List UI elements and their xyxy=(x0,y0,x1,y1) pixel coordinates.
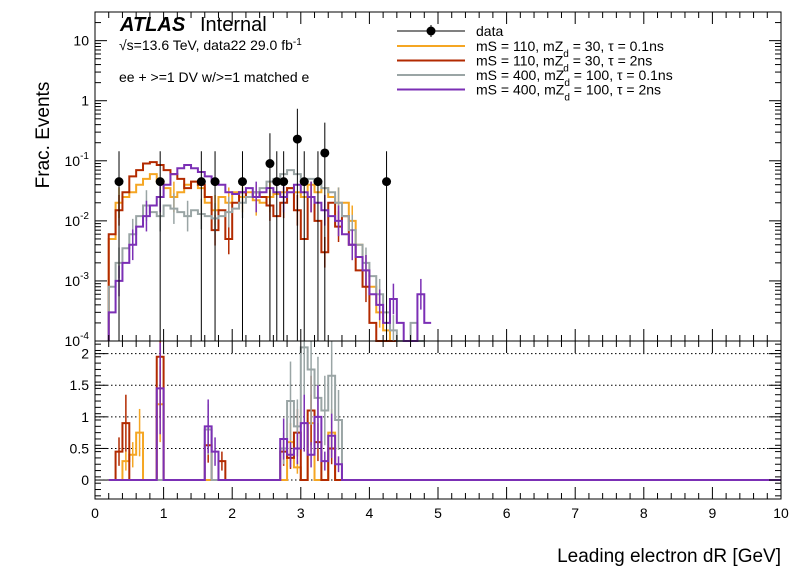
x-tick-label-9: 9 xyxy=(709,505,717,521)
ratio-y-tick-label-3: 1.5 xyxy=(70,377,90,393)
main-y-tick-label-1: 10-3 xyxy=(65,271,90,289)
data-point-9 xyxy=(299,177,309,187)
ratio-panel: 0 0.5 1 1.5 2 0 1 2 3 4 5 6 7 8 9 10 xyxy=(70,340,789,521)
legend-label-0: mS = 110, mZd = 30, τ = 0.1ns xyxy=(476,38,664,60)
data-point-5 xyxy=(265,159,275,169)
main-y-ticks: 10-4 10-3 10-2 10-1 1 10 xyxy=(65,22,781,349)
ratio-hist-series-2 xyxy=(108,346,781,482)
data-point-7 xyxy=(279,177,289,187)
legend-data-marker xyxy=(426,26,436,36)
data-point-12 xyxy=(382,177,392,187)
ratio-hist-series-0 xyxy=(108,403,781,482)
legend-label-3: mS = 400, mZd = 100, τ = 2ns xyxy=(476,82,661,104)
x-tick-label-3: 3 xyxy=(297,505,305,521)
x-tick-label-8: 8 xyxy=(640,505,648,521)
main-y-tick-label-4: 1 xyxy=(81,93,89,109)
main-y-tick-label-2: 10-2 xyxy=(65,211,90,229)
main-x-ticks xyxy=(94,12,782,341)
energy-lumi-text: √s=13.6 TeV, data22 29.0 fb-1 xyxy=(119,37,302,54)
legend-label-2: mS = 400, mZd = 100, τ = 0.1ns xyxy=(476,67,673,89)
ratio-hist-series-3 xyxy=(108,387,781,482)
x-axis-ticks: 0 1 2 3 4 5 6 7 8 9 10 xyxy=(91,341,789,521)
x-tick-label-6: 6 xyxy=(503,505,511,521)
data-point-11 xyxy=(320,148,330,158)
data-point-0 xyxy=(114,177,124,187)
x-axis-title: Leading electron dR [GeV] xyxy=(557,546,781,567)
main-panel: 10-4 10-3 10-2 10-1 1 10 xyxy=(65,11,782,349)
energy-lumi-sup: -1 xyxy=(293,37,302,48)
main-y-tick-label-3: 10-1 xyxy=(65,151,90,169)
data-points xyxy=(114,108,392,341)
x-tick-label-5: 5 xyxy=(434,505,442,521)
main-histograms xyxy=(107,161,432,342)
ratio-gridlines xyxy=(95,353,781,481)
main-y-tick-label-5: 10 xyxy=(73,33,89,49)
ratio-y-tick-label-1: 0.5 xyxy=(70,440,90,456)
data-point-4 xyxy=(237,177,247,187)
energy-lumi-main: √s=13.6 TeV, data22 29.0 fb xyxy=(119,37,293,53)
x-tick-label-1: 1 xyxy=(160,505,168,521)
atlas-label-internal: Internal xyxy=(200,14,267,36)
y-axis-title: Frac. Events xyxy=(33,82,54,189)
main-hist-series-2 xyxy=(107,169,425,342)
selection-text: ee + >=1 DV w/>=1 matched e xyxy=(119,69,310,85)
legend-label-data: data xyxy=(476,23,503,39)
ratio-hist-series-1 xyxy=(108,355,781,482)
ratio-histograms xyxy=(108,341,781,482)
x-tick-label-10: 10 xyxy=(773,505,789,521)
data-point-1 xyxy=(155,177,165,187)
ratio-y-tick-label-4: 2 xyxy=(81,346,89,362)
data-point-10 xyxy=(313,177,323,187)
data-point-2 xyxy=(196,177,206,187)
ratio-y-tick-label-2: 1 xyxy=(81,409,89,425)
x-tick-label-2: 2 xyxy=(228,505,236,521)
data-point-6 xyxy=(272,177,282,187)
x-tick-label-4: 4 xyxy=(366,505,374,521)
atlas-label-bold: ATLAS xyxy=(119,14,186,36)
ratio-y-tick-label-0: 0 xyxy=(81,472,89,488)
main-y-tick-label-0: 10-4 xyxy=(65,331,90,349)
x-tick-label-7: 7 xyxy=(571,505,579,521)
atlas-label: ATLAS Internal xyxy=(119,14,267,36)
x-tick-label-0: 0 xyxy=(91,505,99,521)
data-point-3 xyxy=(210,177,220,187)
legend-label-1: mS = 110, mZd = 30, τ = 2ns xyxy=(476,53,652,75)
data-point-8 xyxy=(292,134,302,144)
main-hist-series-0 xyxy=(107,173,397,342)
ratio-y-ticks: 0 0.5 1 1.5 2 xyxy=(70,343,781,497)
ratio-panel-frame xyxy=(94,340,782,500)
